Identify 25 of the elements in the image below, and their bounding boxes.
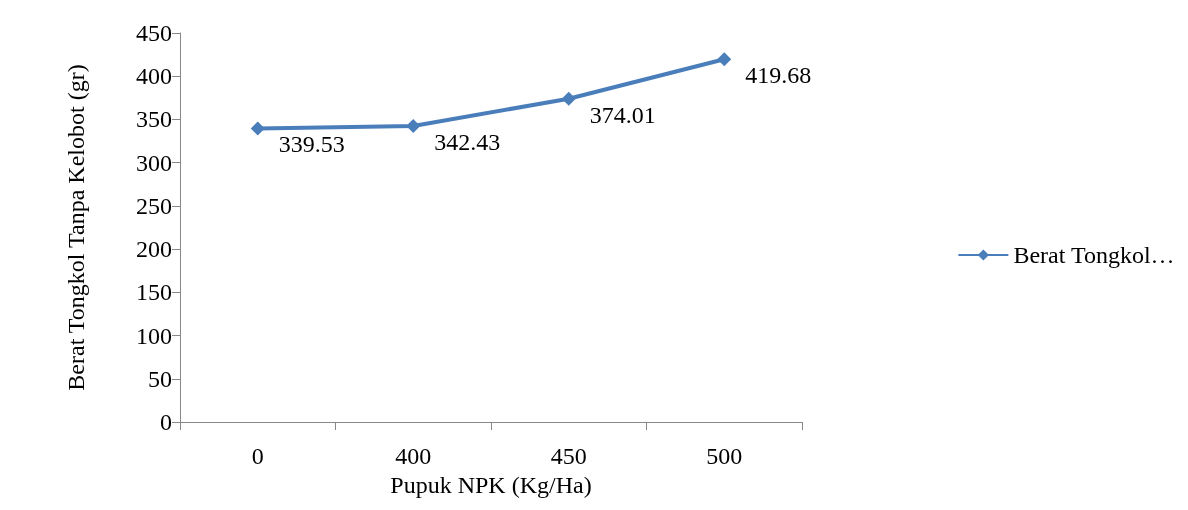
point [717, 52, 732, 67]
y-tick-label: 100 [136, 322, 172, 349]
y-tick-label: 450 [136, 20, 172, 46]
y-tick-label: 400 [136, 63, 172, 90]
point [250, 121, 265, 136]
x-axis-title: Pupuk NPK (Kg/Ha) [390, 471, 592, 498]
data-label: 342.43 [434, 128, 501, 155]
y-tick-label: 50 [148, 365, 172, 392]
x-tick-label: 450 [550, 443, 587, 469]
x-tick-label: 0 [251, 443, 264, 469]
x-tick-label: 400 [395, 443, 432, 469]
x-tick-label: 500 [706, 443, 743, 469]
point [406, 118, 421, 133]
data-label: 339.53 [278, 131, 345, 158]
legend-label: Berat Tongkol… [1013, 242, 1175, 268]
data-label: 374.01 [589, 101, 656, 128]
y-tick-label: 200 [136, 236, 172, 263]
y-tick-label: 350 [136, 106, 172, 133]
y-tick-label: 0 [160, 409, 172, 435]
data-label: 419.68 [745, 62, 812, 89]
point [561, 91, 576, 106]
y-axis-title: Berat Tongkol Tanpa Kelobot (gr) [63, 64, 89, 391]
y-tick-label: 300 [136, 149, 172, 176]
y-tick-label: 250 [136, 192, 172, 219]
y-tick-label: 150 [136, 279, 172, 306]
